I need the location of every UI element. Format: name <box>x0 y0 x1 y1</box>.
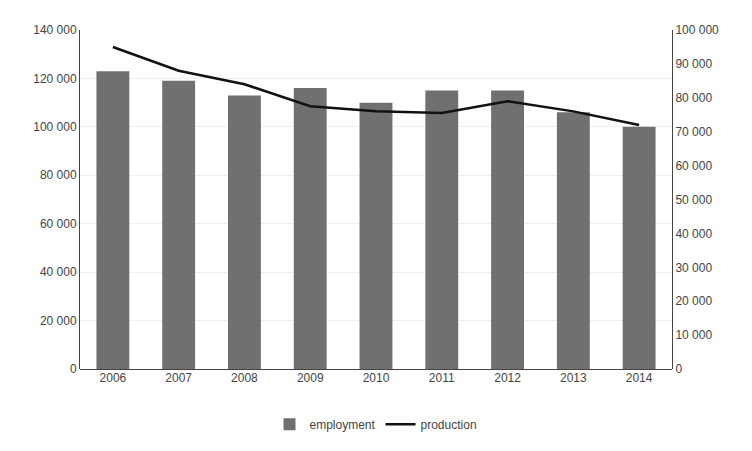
svg-text:80 000: 80 000 <box>40 168 77 182</box>
svg-text:10 000: 10 000 <box>675 328 712 342</box>
svg-text:40 000: 40 000 <box>40 265 77 279</box>
svg-text:2010: 2010 <box>363 371 390 385</box>
svg-text:employment: employment <box>310 418 376 432</box>
svg-text:80 000: 80 000 <box>675 91 712 105</box>
svg-text:2008: 2008 <box>231 371 258 385</box>
svg-text:120 000: 120 000 <box>33 72 77 86</box>
svg-text:100 000: 100 000 <box>33 120 77 134</box>
svg-text:40 000: 40 000 <box>675 227 712 241</box>
svg-text:70 000: 70 000 <box>675 125 712 139</box>
svg-text:2012: 2012 <box>494 371 521 385</box>
svg-text:2014: 2014 <box>626 371 653 385</box>
svg-text:140 000: 140 000 <box>33 23 77 37</box>
svg-text:50 000: 50 000 <box>675 193 712 207</box>
svg-text:20 000: 20 000 <box>40 314 77 328</box>
svg-text:60 000: 60 000 <box>40 217 77 231</box>
svg-text:100 000: 100 000 <box>675 23 719 37</box>
svg-text:2011: 2011 <box>429 371 455 385</box>
svg-text:60 000: 60 000 <box>675 159 712 173</box>
svg-text:0: 0 <box>70 362 77 376</box>
svg-text:30 000: 30 000 <box>675 261 712 275</box>
svg-text:0: 0 <box>675 362 682 376</box>
svg-text:90 000: 90 000 <box>675 57 712 71</box>
svg-text:2006: 2006 <box>100 371 127 385</box>
svg-text:2009: 2009 <box>297 371 324 385</box>
svg-text:2013: 2013 <box>560 371 587 385</box>
svg-text:20 000: 20 000 <box>675 294 712 308</box>
svg-text:2007: 2007 <box>165 371 192 385</box>
svg-text:production: production <box>421 418 477 432</box>
